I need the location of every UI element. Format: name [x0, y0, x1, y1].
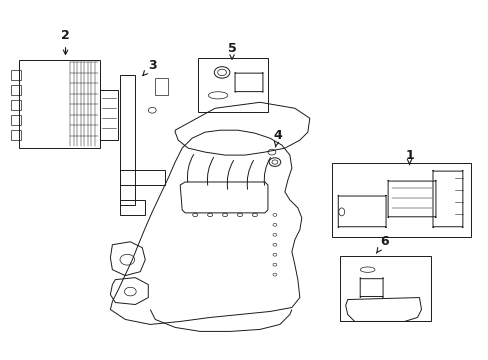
Bar — [120, 75, 135, 205]
Bar — [11, 100, 20, 110]
Bar — [11, 71, 20, 80]
Bar — [19, 60, 100, 148]
Bar — [100, 90, 118, 140]
Bar — [11, 85, 20, 95]
Bar — [198, 58, 267, 112]
Text: 3: 3 — [142, 59, 156, 76]
Bar — [155, 78, 168, 95]
Text: 6: 6 — [376, 235, 388, 253]
Bar — [339, 256, 430, 321]
Bar — [120, 200, 145, 215]
Text: 4: 4 — [273, 129, 282, 147]
Bar — [120, 170, 165, 185]
Text: 5: 5 — [227, 42, 236, 59]
Text: 2: 2 — [61, 29, 70, 54]
Bar — [11, 130, 20, 140]
Text: 1: 1 — [405, 149, 413, 165]
Bar — [11, 115, 20, 125]
Bar — [331, 163, 470, 237]
